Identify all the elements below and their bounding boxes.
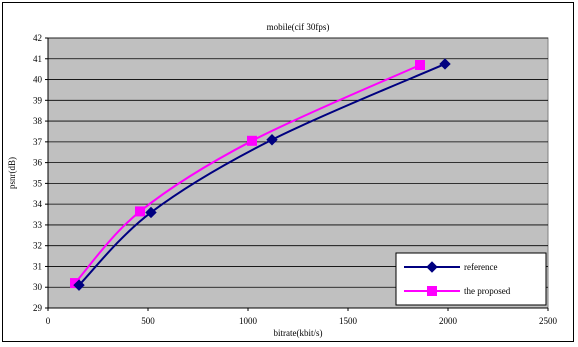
- data-point: [266, 134, 278, 146]
- line-chart: mobile(cif 30fps) 29 30 31 32 33 34 35 36 37 38 39…: [7, 22, 558, 338]
- y-tick-label: 32: [33, 241, 42, 251]
- x-tick-label: 500: [141, 316, 155, 326]
- data-point: [247, 135, 257, 146]
- y-tick-label: 37: [33, 137, 43, 147]
- legend-box: [395, 252, 547, 306]
- y-tick-label: 31: [33, 261, 42, 271]
- y-tick-label: 34: [33, 199, 43, 209]
- data-point: [73, 279, 85, 291]
- series-reference: [73, 58, 451, 291]
- series-line: [74, 64, 421, 284]
- y-tick-label: 42: [33, 33, 42, 43]
- y-tick-label: 35: [33, 178, 43, 188]
- chart-container: mobile(cif 30fps) 29 30 31 32 33 34 35 36 37 38 39…: [2, 2, 574, 342]
- data-point: [439, 58, 451, 70]
- y-axis-title: psnr(dB): [7, 157, 17, 189]
- y-tick-label: 40: [33, 75, 43, 85]
- y-tick-label: 29: [33, 303, 43, 313]
- legend: reference the proposed: [395, 252, 547, 306]
- y-tick-label: 36: [33, 158, 43, 168]
- x-tick-label: 1000: [239, 316, 258, 326]
- y-tick-label: 41: [33, 54, 42, 64]
- data-point: [145, 206, 157, 219]
- y-tick-label: 33: [33, 220, 43, 230]
- y-tick-label: 30: [33, 282, 43, 292]
- chart-title: mobile(cif 30fps): [267, 22, 330, 32]
- x-tick-label: 0: [46, 316, 51, 326]
- legend-marker: [426, 261, 438, 273]
- legend-label: the proposed: [464, 286, 511, 296]
- x-tick-label: 2000: [439, 316, 458, 326]
- y-tick-label: 39: [33, 95, 43, 105]
- series-the-proposed: [70, 60, 425, 289]
- x-axis-title: bitrate(kbit/s): [274, 328, 323, 338]
- data-point: [135, 206, 145, 217]
- data-point: [415, 60, 425, 70]
- series-line: [78, 63, 446, 286]
- x-tick-label: 1500: [339, 316, 358, 326]
- legend-marker: [427, 286, 437, 296]
- legend-label: reference: [464, 262, 497, 272]
- x-tick-label: 2500: [539, 316, 558, 326]
- y-tick-label: 38: [33, 116, 43, 126]
